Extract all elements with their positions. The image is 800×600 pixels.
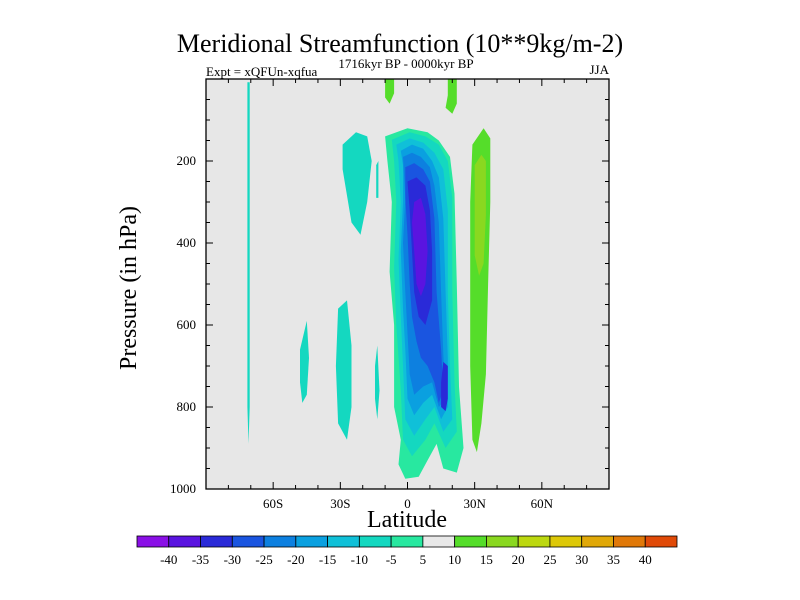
colorbar-label: -35 <box>192 552 209 567</box>
center-label: 1716kyr BP - 0000kyr BP <box>338 56 473 71</box>
colorbar-swatch <box>422 535 456 548</box>
colorbar-label: -40 <box>160 552 177 567</box>
colorbar-label: 10 <box>448 552 461 567</box>
y-tick-label: 1000 <box>170 481 196 496</box>
colorbar-label: -15 <box>319 552 336 567</box>
colorbar: -40 -35 -30 -25 -20 -15 -10 -5 5 10 15 20 25 30 35 40 <box>136 535 678 567</box>
colorbar-label: 35 <box>607 552 620 567</box>
contour-layer <box>247 79 491 479</box>
contour-blob-34S-lower <box>335 300 352 440</box>
y-tick-label: 200 <box>177 153 197 168</box>
colorbar-swatch <box>358 535 392 548</box>
y-axis-label: Pressure (in hPa) <box>116 206 142 370</box>
contour-top-pos-16N <box>445 79 457 114</box>
y-tick-label: 800 <box>177 399 197 414</box>
x-axis-label: Latitude <box>367 507 447 533</box>
y-tick-label: 600 <box>177 317 197 332</box>
colorbar-swatch <box>295 535 328 548</box>
contour-top-pos-7S <box>385 79 395 104</box>
colorbar-label: -25 <box>255 552 272 567</box>
contour-blob-35S-upper <box>342 132 372 235</box>
colorbar-label: 5 <box>420 552 427 567</box>
colorbar-swatch <box>613 535 646 548</box>
x-tick-label: 30N <box>463 496 486 511</box>
contour-lower-core-35 <box>441 361 448 412</box>
y-tick-label: 400 <box>177 235 197 250</box>
colorbar-label: -10 <box>351 552 368 567</box>
contour-sliver-14S-lower <box>375 345 380 420</box>
colorbar-label: -30 <box>224 552 241 567</box>
contour-inner-lvl-40 <box>412 197 428 297</box>
x-tick-label: 30S <box>330 496 350 511</box>
x-tick-label: 60S <box>263 496 283 511</box>
contour-blob-47S <box>300 320 309 403</box>
colorbar-swatch <box>200 535 233 548</box>
left-label: Expt = xQFUn-xqfua <box>206 64 318 79</box>
colorbar-swatch <box>517 535 551 548</box>
chart-title: Meridional Streamfunction (10**9kg/m-2) <box>177 29 623 58</box>
colorbar-swatch <box>454 535 487 548</box>
right-label: JJA <box>589 62 609 77</box>
contour-sliver-14S-upper <box>376 161 379 198</box>
colorbar-swatch <box>581 535 614 548</box>
colorbar-label: 40 <box>639 552 652 567</box>
x-tick-label: 60N <box>531 496 554 511</box>
colorbar-swatch <box>263 535 297 548</box>
colorbar-swatch <box>549 535 583 548</box>
colorbar-swatch <box>168 535 201 548</box>
colorbar-swatch <box>231 535 265 548</box>
colorbar-swatch <box>390 535 424 548</box>
colorbar-swatch <box>486 535 519 548</box>
colorbar-label: -5 <box>386 552 397 567</box>
colorbar-swatch <box>644 535 678 548</box>
colorbar-label: 20 <box>512 552 525 567</box>
colorbar-label: 25 <box>543 552 556 567</box>
x-tick-label: 0 <box>404 496 411 511</box>
colorbar-label: 30 <box>575 552 588 567</box>
contour-band-68S <box>247 82 250 444</box>
colorbar-label: 15 <box>480 552 493 567</box>
colorbar-swatch <box>136 535 170 548</box>
colorbar-label: -20 <box>287 552 304 567</box>
contour-pos-30N-20 <box>474 154 486 276</box>
colorbar-swatch <box>327 535 360 548</box>
tick-layer: 60S 30S 0 30N 60N 200 400 600 800 1000 <box>170 79 609 511</box>
